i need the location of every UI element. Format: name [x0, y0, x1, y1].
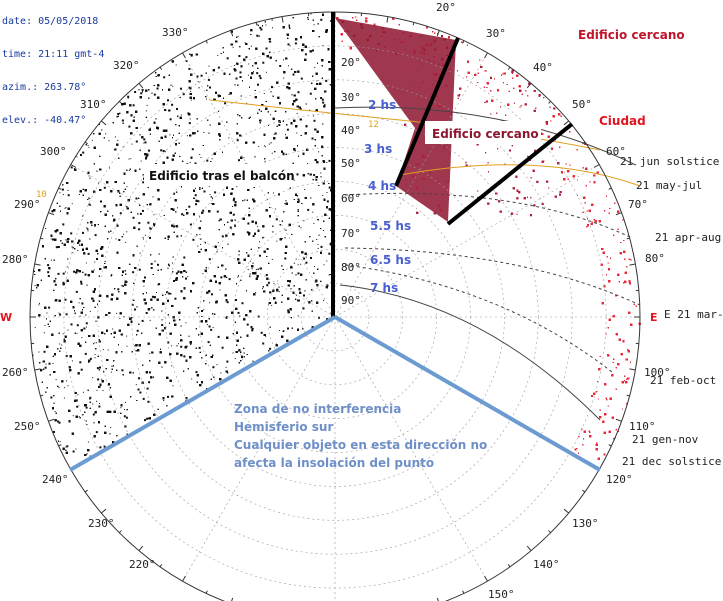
azimuth-label: 60°	[606, 145, 626, 158]
azimuth-label: 70°	[628, 198, 648, 211]
near-building-label: Edificio cercano	[432, 127, 539, 141]
sun-path-label: 21 feb-oct	[650, 374, 716, 387]
no-interference-line: Hemisferio sur	[234, 420, 333, 434]
azimuth-label: 310°	[80, 98, 107, 111]
no-interference-line: Zona de no interferencia	[234, 402, 401, 416]
azimuth-label: 230°	[88, 517, 115, 530]
azimuth-label: 20°	[436, 1, 456, 14]
near-building-texture	[400, 35, 562, 217]
azimuth-label: 320°	[113, 59, 140, 72]
azimuth-label: 80°	[645, 252, 665, 265]
small-hour-label: 10	[36, 190, 47, 200]
elevation-label: 40°	[341, 124, 361, 137]
azimuth-label: 280°	[2, 253, 29, 266]
azimuth-label: 30°	[486, 27, 506, 40]
azimuth-label: 240°	[42, 473, 69, 486]
azimuth-label: 120°	[606, 473, 633, 486]
near-building-outer-label: Edificio cercano	[578, 28, 685, 42]
info-time: time: 21:11 gmt-4	[2, 49, 105, 60]
city-label: Ciudad	[599, 114, 646, 128]
west-label: W	[0, 311, 12, 324]
info-azimuth: azim.: 263.78°	[2, 82, 87, 93]
near-building-label-box	[425, 121, 541, 144]
info-date: date: 05/05/2018	[2, 16, 99, 27]
azimuth-label: 250°	[14, 420, 41, 433]
azimuth-ticks	[30, 12, 640, 601]
east-label: E	[650, 311, 658, 324]
azimuth-label: 150°	[488, 588, 515, 601]
azimuth-label: 100°	[644, 366, 671, 379]
sun-path-label: 21 apr-aug	[655, 231, 721, 244]
elevation-label: 30°	[341, 91, 361, 104]
sun-path-label: E 21 mar-sep	[664, 308, 723, 321]
hour-label: 7 hs	[370, 281, 398, 295]
no-interference-line: Cualquier objeto en esta dirección no	[234, 438, 487, 452]
azimuth-label: 50°	[572, 98, 592, 111]
hour-label: 6.5 hs	[370, 253, 411, 267]
balcony-label-box	[144, 164, 288, 186]
azimuth-label: 290°	[14, 198, 41, 211]
elevation-label: 50°	[341, 157, 361, 170]
near-building-edge-right	[446, 122, 574, 226]
azimuth-label: 220°	[129, 558, 156, 571]
azimuth-label: 300°	[40, 145, 67, 158]
sun-path-label: 21 gen-nov	[632, 433, 699, 446]
hour-label: 5.5 hs	[370, 219, 411, 233]
sun-path-label: 21 dec solstice	[622, 455, 721, 468]
elevation-label: 90°	[341, 294, 361, 307]
azimuth-label: 40°	[533, 61, 553, 74]
hour-label: 3 hs	[364, 142, 392, 156]
near-building-edge-left	[394, 37, 460, 187]
azimuth-label: 260°	[2, 366, 29, 379]
city-obstruction	[336, 16, 641, 460]
small-hour-label: 12	[368, 120, 379, 130]
elevation-label: 20°	[341, 56, 361, 69]
azimuth-label: 140°	[533, 558, 560, 571]
southeast-limit-line	[333, 315, 602, 472]
elevation-label: 60°	[341, 192, 361, 205]
azimuth-label: 110°	[629, 420, 656, 433]
elevation-label: 80°	[341, 261, 361, 274]
hour-label: 4 hs	[368, 179, 396, 193]
info-elevation: elev.: -40.47°	[2, 115, 87, 126]
azimuth-label: 130°	[572, 517, 599, 530]
balcony-building-label: Edificio tras el balcón	[149, 169, 295, 183]
hour-label: 2 hs	[368, 98, 396, 112]
southwest-limit-line	[68, 315, 337, 472]
balcony-building-obstruction	[32, 13, 333, 458]
sun-path-label: 21 jun solstice	[620, 155, 719, 168]
info-panel: date: 05/05/2018 time: 21:11 gmt-4 azim.…	[2, 0, 104, 137]
azimuth-label: 330°	[162, 26, 189, 39]
no-interference-line: afecta la insolación del punto	[234, 456, 434, 470]
sun-path-curves	[209, 99, 641, 421]
elevation-label: 70°	[341, 227, 361, 240]
sun-path-label: 21 may-jul	[636, 179, 702, 192]
